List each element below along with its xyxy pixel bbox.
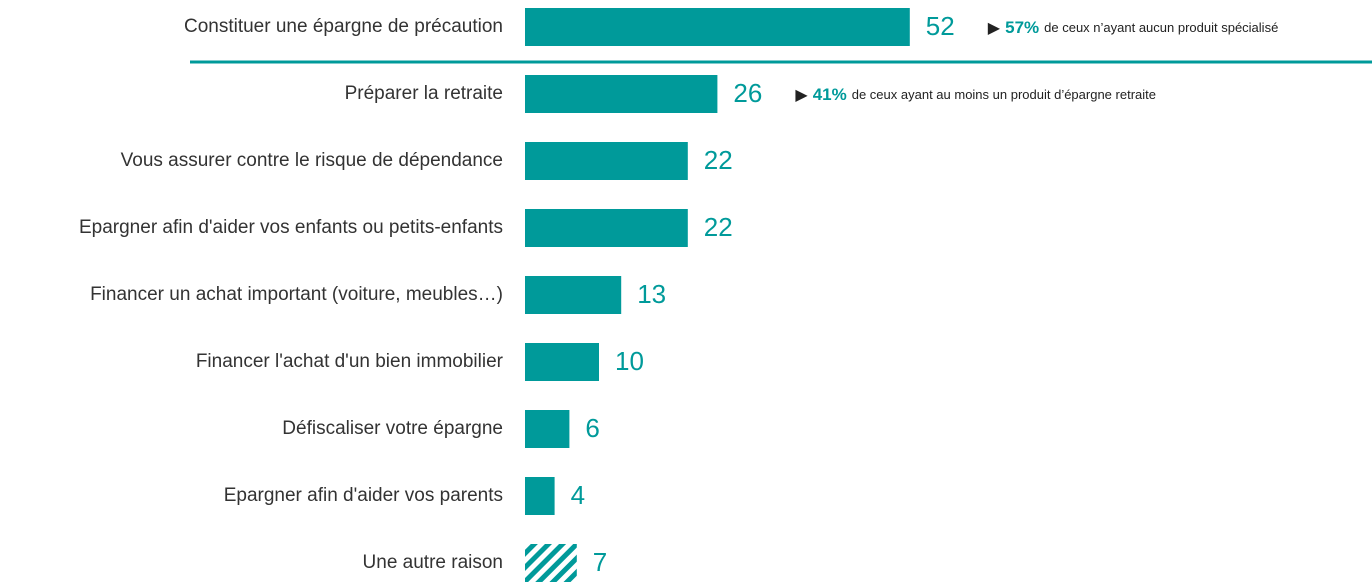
category-label: Financer l'achat d'un bien immobilier [196,351,504,372]
annotation-marker: ▶ [795,87,808,104]
annotation-highlight: 57% [1005,18,1039,37]
bar [525,75,718,113]
annotation: ▶ 57% de ceux n’ayant aucun produit spécia… [988,18,1279,37]
value-label: 6 [585,413,599,443]
category-label: Préparer la retraite [345,83,503,104]
category-label: Défiscaliser votre épargne [282,418,503,439]
category-label: Constituer une épargne de précaution [184,16,503,37]
value-label: 13 [637,279,666,309]
category-label: Financer un achat important (voiture, me… [90,284,503,305]
annotation-text: de ceux ayant au moins un produit d’épar… [852,87,1156,102]
annotation-highlight: 41% [813,85,847,104]
category-label: Une autre raison [363,552,503,573]
value-label: 22 [704,145,733,175]
bar [525,142,688,180]
value-label: 22 [704,212,733,242]
value-label: 52 [926,11,955,41]
value-label: 26 [733,78,762,108]
bar [525,410,570,448]
value-label: 10 [615,346,644,376]
bar [525,276,622,314]
annotation-text: de ceux n’ayant aucun produit spécialisé [1044,20,1278,35]
value-label: 7 [593,547,607,577]
category-label: Epargner afin d'aider vos enfants ou pet… [79,217,503,238]
bar [525,343,599,381]
annotation-marker: ▶ [988,20,1001,37]
bar [525,209,688,247]
category-label: Epargner afin d'aider vos parents [224,485,503,506]
bar [525,8,910,46]
annotation: ▶ 41% de ceux ayant au moins un produit d’… [795,85,1156,104]
bar [525,544,577,582]
value-label: 4 [571,480,585,510]
category-label: Vous assurer contre le risque de dépenda… [121,150,503,171]
bar [525,477,555,515]
